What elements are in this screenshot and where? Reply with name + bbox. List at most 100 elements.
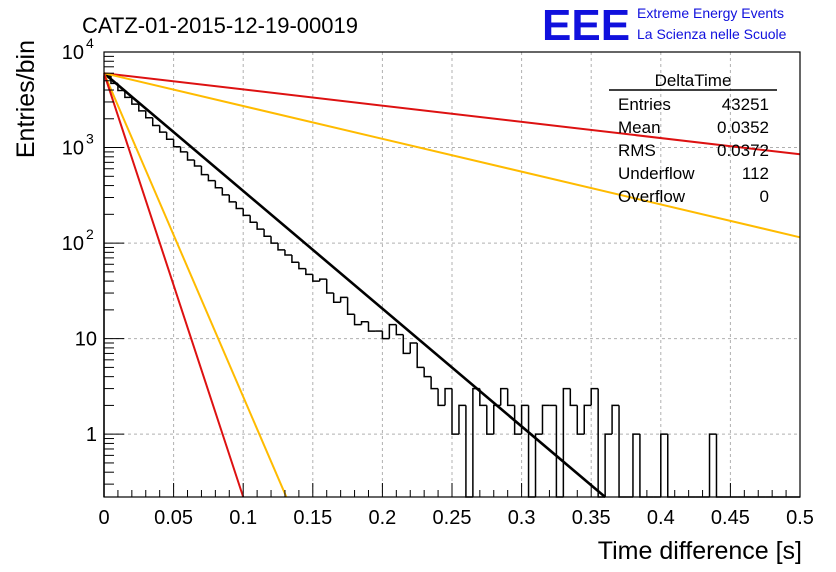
histogram-bin [270,236,278,244]
histogram-bin [186,151,195,161]
fit-line [103,72,801,156]
y-tick-label: 10 [75,329,97,351]
x-tick-label: 0 [98,507,109,529]
fit-line [103,72,288,498]
x-tick-label: 0.15 [293,507,332,529]
histogram-bin [395,324,404,336]
stats-label: Underflow [618,164,695,183]
histogram-bin [179,146,188,153]
x-tick-label: 0.05 [154,507,193,529]
x-tick-label: 0.3 [508,507,536,529]
y-axis-label: Entries/bin [12,40,40,158]
histogram-bin [151,117,160,127]
histogram-bin [200,166,209,176]
histogram-bin [228,194,237,203]
stats-label: Entries [618,95,671,114]
histogram-bin [513,405,522,435]
histogram-bin [291,255,299,264]
histogram-bin [499,387,508,406]
histogram-bin [256,222,265,230]
stats-title: DeltaTime [655,71,732,90]
y-tick-exponent: 3 [86,131,94,147]
y-tick-label: 10 [62,233,84,255]
histogram-bin [165,132,174,141]
histogram-bin [430,376,439,390]
x-tick-label: 0.35 [572,507,611,529]
histogram-bin [131,97,139,105]
histogram-bin [172,139,181,148]
fit-line [103,72,245,498]
histogram-bin [305,268,313,276]
x-axis-label: Time difference [s] [598,537,802,565]
chart-grid [104,52,800,497]
x-tick-label: 0.1 [229,507,257,529]
histogram-bin [193,160,202,167]
stats-value: 43251 [722,95,769,114]
histogram-bin [298,262,306,270]
histogram-bin [632,433,640,497]
histogram-bin [158,125,167,133]
stats-label: Mean [618,118,661,137]
fit-line [103,72,606,498]
x-tick-label: 0.4 [647,507,675,529]
histogram-bin [381,331,390,340]
histogram-bin [402,334,411,355]
histogram-bin [576,405,585,435]
stats-value: 0.0372 [717,141,769,160]
histogram-bin [284,249,292,256]
x-tick-label: 0.25 [433,507,472,529]
histogram-bin [145,110,153,119]
chart-axes: 0 0.05 0.1 0.15 0.2 0.25 0.3 0.35 0.4 0.45 0.5 1 10 1… [62,35,814,529]
histogram-bin [611,404,620,435]
x-tick-label: 0.5 [786,507,814,529]
stats-label: RMS [618,141,656,160]
histogram-bin [360,321,369,325]
fit-line [103,72,801,239]
histogram-bin [458,404,466,435]
logo-mark: EEE [542,1,630,50]
y-tick-label: 10 [62,138,84,160]
stats-value: 0.0352 [717,118,769,137]
stats-value: 0 [760,187,769,206]
histogram-bin [353,314,362,326]
histogram-bin [520,404,529,435]
fit-lines [103,72,801,498]
histogram-bin [534,433,543,497]
histogram-bin [367,321,376,332]
eee-logo: EEE Extreme Energy Events La Scienza nel… [542,1,787,50]
histogram-bin [249,215,258,224]
logo-line1: Extreme Energy Events [637,5,784,21]
histogram-bin [312,274,320,282]
histogram-bin [319,278,327,282]
histogram-bin [138,104,146,112]
histogram-bin [486,405,494,435]
stats-value: 112 [742,164,769,183]
stats-box: DeltaTime Entries 43251 Mean 0.0352 RMS 0.037… [609,71,777,206]
histogram-bin [444,387,452,406]
x-tick-label: 0.2 [368,507,396,529]
histogram-bin [214,180,223,189]
histogram-bin [583,404,592,435]
histogram-bin [235,201,244,210]
histogram-bin [437,388,446,407]
stats-rows: Entries 43251 Mean 0.0352 RMS 0.0372 Underflow… [618,95,769,206]
y-tick-label: 10 [62,42,84,64]
histogram-bin [660,433,668,497]
histogram-bin [277,243,285,251]
histogram-bin [451,388,459,435]
y-tick-label: 1 [86,424,97,446]
histogram-bin [124,90,132,99]
histogram-bin [242,208,251,217]
histogram-bin [479,388,487,407]
histogram-bin [207,174,216,182]
histogram-bin [263,229,272,237]
histogram-bin [339,296,348,303]
histogram-bin [221,187,230,196]
histogram-bin [332,293,341,304]
histogram-bin [604,433,613,497]
histogram-bin [569,388,578,407]
histogram-bin [416,343,425,369]
histogram-bin [388,323,397,339]
